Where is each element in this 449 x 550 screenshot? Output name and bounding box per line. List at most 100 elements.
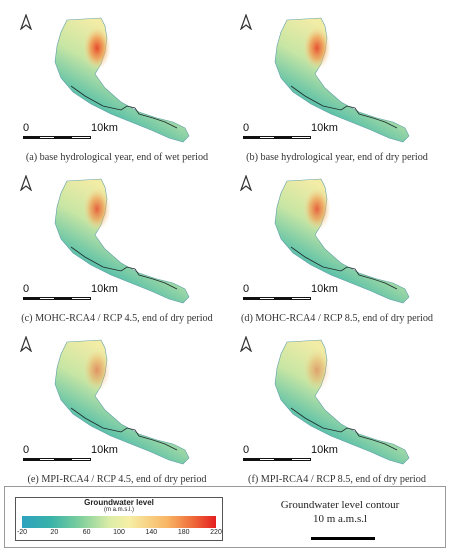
panel-caption: (e) MPI-RCA4 / RCP 4.5, end of dry perio… [27, 474, 207, 485]
scale-segment [243, 136, 259, 139]
scale-segment [71, 136, 91, 139]
scale-segment [291, 136, 311, 139]
map-panel: 0 10km (e) MPI-RCA4 / RCP 4.5, end of dry … [5, 326, 226, 485]
scale-bar: 0 10km [243, 444, 423, 470]
north-arrow-icon [20, 14, 32, 30]
scale-segment [23, 297, 39, 300]
groundwater-map [54, 339, 190, 465]
scale-segment [275, 297, 291, 300]
scale-segment [291, 458, 311, 461]
scale-segment [71, 458, 91, 461]
groundwater-map [54, 17, 190, 143]
scale-segment [259, 136, 275, 139]
scale-km-label: 10km [91, 283, 118, 295]
groundwater-map [54, 178, 190, 304]
contour-line-symbol [311, 537, 375, 540]
map-panel: 0 10km (f) MPI-RCA4 / RCP 8.5, end of dry … [225, 326, 446, 485]
island-landmass [274, 17, 410, 143]
contour-line [290, 407, 398, 451]
legend-tick: -20 [16, 529, 28, 536]
island-landmass [54, 17, 190, 143]
scale-segment [55, 297, 71, 300]
scale-zero-label: 0 [23, 122, 30, 134]
scale-km-label: 10km [91, 122, 118, 134]
high-groundwater-area [303, 187, 331, 231]
scale-segment [243, 297, 259, 300]
scale-segment [291, 297, 311, 300]
high-groundwater-area [83, 26, 111, 70]
legend-ticks: -20 20 60 100 140 180 220 [17, 529, 222, 539]
high-groundwater-area [83, 348, 111, 392]
scale-segment [71, 297, 91, 300]
contour-legend-label: 10 m a.m.s.l [312, 513, 368, 525]
legend-title: Groundwater level [84, 498, 154, 507]
high-groundwater-area [303, 348, 331, 392]
scale-zero-label: 0 [243, 122, 250, 134]
panel-caption: (c) MOHC-RCA4 / RCP 4.5, end of dry peri… [21, 313, 213, 324]
panel-caption: (a) base hydrological year, end of wet p… [25, 152, 209, 163]
groundwater-map [274, 178, 410, 304]
color-ramp [22, 516, 216, 528]
legend-tick: 140 [145, 529, 158, 536]
contour-line [70, 246, 178, 290]
map-panel: 0 10km (a) base hydrological year, end of … [5, 4, 226, 163]
groundwater-colorbar: Groundwater level (m a.m.s.l.) -20 20 60… [15, 497, 223, 541]
north-arrow-icon [20, 336, 32, 352]
groundwater-map [274, 17, 410, 143]
north-arrow-icon [240, 175, 252, 191]
scale-segment [259, 297, 275, 300]
contour-legend: Groundwater level contour 10 m a.m.s.l [245, 497, 435, 541]
legend-box: Groundwater level (m a.m.s.l.) -20 20 60… [4, 486, 446, 548]
contour-line [70, 85, 178, 129]
scale-km-label: 10km [311, 444, 338, 456]
scale-segment [39, 297, 55, 300]
scale-segment [39, 136, 55, 139]
scale-bar: 0 10km [23, 122, 203, 148]
panel-caption: (d) MOHC-RCA4 / RCP 8.5, end of dry peri… [240, 313, 434, 324]
scale-segment [275, 136, 291, 139]
north-arrow-icon [240, 14, 252, 30]
scale-km-label: 10km [311, 283, 338, 295]
scale-zero-label: 0 [23, 283, 30, 295]
legend-unit: (m a.m.s.l.) [104, 507, 134, 513]
island-landmass [54, 178, 190, 304]
legend-tick: 60 [82, 529, 91, 536]
contour-line [290, 85, 398, 129]
scale-segment [23, 458, 39, 461]
scale-segment [23, 136, 39, 139]
groundwater-map [274, 339, 410, 465]
scale-km-label: 10km [311, 122, 338, 134]
island-landmass [274, 178, 410, 304]
map-panel: 0 10km (c) MOHC-RCA4 / RCP 4.5, end of dry… [5, 165, 226, 324]
legend-tick: 20 [50, 529, 59, 536]
scale-segment [275, 458, 291, 461]
island-landmass [274, 339, 410, 465]
map-panel: 0 10km (b) base hydrological year, end of … [225, 4, 446, 163]
scale-bar: 0 10km [23, 444, 203, 470]
legend-tick: 180 [177, 529, 190, 536]
scale-km-label: 10km [91, 444, 118, 456]
high-groundwater-area [303, 26, 331, 70]
north-arrow-icon [20, 175, 32, 191]
panel-caption: (f) MPI-RCA4 / RCP 8.5, end of dry perio… [248, 474, 426, 485]
scale-zero-label: 0 [243, 283, 250, 295]
north-arrow-icon [240, 336, 252, 352]
scale-segment [55, 136, 71, 139]
scale-segment [39, 458, 55, 461]
contour-legend-title: Groundwater level contour [280, 499, 400, 511]
scale-segment [55, 458, 71, 461]
scale-bar: 0 10km [23, 283, 203, 309]
scale-segment [259, 458, 275, 461]
panel-caption: (b) base hydrological year, end of dry p… [246, 152, 428, 163]
scale-bar: 0 10km [243, 283, 423, 309]
map-panel: 0 10km (d) MOHC-RCA4 / RCP 8.5, end of dry… [225, 165, 446, 324]
legend-tick: 220 [210, 529, 222, 536]
island-landmass [54, 339, 190, 465]
contour-line [70, 407, 178, 451]
scale-zero-label: 0 [243, 444, 250, 456]
scale-segment [243, 458, 259, 461]
contour-line [290, 246, 398, 290]
high-groundwater-area [83, 187, 111, 231]
scale-bar: 0 10km [243, 122, 423, 148]
scale-zero-label: 0 [23, 444, 30, 456]
